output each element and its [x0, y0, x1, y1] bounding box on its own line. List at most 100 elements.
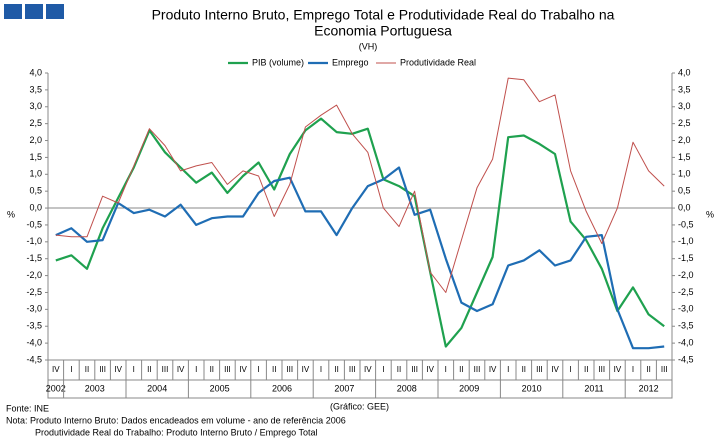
credit: (Gráfico: GEE): [330, 401, 389, 411]
year-label: 2009: [459, 383, 479, 393]
x-tick-label: III: [598, 365, 605, 374]
x-tick-label: I: [195, 365, 197, 374]
y2-tick-label: 1,5: [678, 152, 691, 162]
x-tick-label: I: [70, 365, 72, 374]
x-tick-label: IV: [114, 365, 122, 374]
y2-tick-label: -4,0: [678, 337, 694, 347]
x-tick-label: II: [147, 365, 151, 374]
note: Nota: Produto Interno Bruto: Dados encad…: [6, 415, 346, 425]
y2-tick-label: 3,0: [678, 101, 691, 111]
x-tick-label: II: [85, 365, 89, 374]
y2-tick-label: 4,0: [678, 67, 691, 77]
y-tick-label: -1,5: [26, 253, 42, 263]
x-tick-label: IV: [239, 365, 247, 374]
y2-tick-label: -1,5: [678, 253, 694, 263]
y2-tick-label: -2,0: [678, 270, 694, 280]
y2-tick-label: 2,0: [678, 135, 691, 145]
x-tick-label: I: [382, 365, 384, 374]
x-tick-label: III: [536, 365, 543, 374]
note: Produtividade Real do Trabalho: Produto …: [35, 427, 318, 437]
x-tick-label: I: [569, 365, 571, 374]
x-tick-label: III: [349, 365, 356, 374]
x-tick-label: III: [286, 365, 293, 374]
y-tick-label: 4,0: [29, 67, 42, 77]
legend-label: PIB (volume): [252, 57, 304, 67]
x-tick-label: I: [507, 365, 509, 374]
x-tick-label: III: [162, 365, 169, 374]
y-tick-label: 3,0: [29, 101, 42, 111]
y-tick-label: -4,0: [26, 337, 42, 347]
y-tick-label: -2,5: [26, 287, 42, 297]
y-tick-label: 2,0: [29, 135, 42, 145]
y2-tick-label: -2,5: [678, 287, 694, 297]
year-label: 2011: [584, 383, 603, 393]
x-tick-label: I: [445, 365, 447, 374]
y2-tick-label: 0,5: [678, 186, 691, 196]
logo-block: [46, 4, 64, 19]
legend-label: Emprego: [332, 57, 369, 67]
legend-label: Produtividade Real: [400, 57, 476, 67]
y2-tick-label: 2,5: [678, 118, 691, 128]
y2-axis-label: %: [706, 209, 714, 219]
x-tick-label: II: [459, 365, 463, 374]
y-tick-label: -3,0: [26, 304, 42, 314]
y-tick-label: 0,5: [29, 186, 42, 196]
x-tick-label: III: [224, 365, 231, 374]
x-tick-label: IV: [52, 365, 60, 374]
year-label: 2005: [210, 383, 230, 393]
y2-tick-label: 0,0: [678, 202, 691, 212]
x-tick-label: III: [411, 365, 418, 374]
y-tick-label: 3,5: [29, 84, 42, 94]
y2-tick-label: -1,0: [678, 236, 694, 246]
x-tick-label: I: [133, 365, 135, 374]
y-tick-label: -2,0: [26, 270, 42, 280]
x-tick-label: II: [210, 365, 214, 374]
y-tick-label: -4,5: [26, 354, 42, 364]
x-tick-label: IV: [302, 365, 310, 374]
y-tick-label: -3,5: [26, 321, 42, 331]
logo-block: [4, 4, 22, 19]
y2-tick-label: -4,5: [678, 354, 694, 364]
y2-tick-label: 3,5: [678, 84, 691, 94]
x-tick-label: III: [99, 365, 106, 374]
year-label: 2008: [397, 383, 417, 393]
chart-title: Produto Interno Bruto, Emprego Total e P…: [152, 7, 615, 23]
x-tick-label: II: [334, 365, 338, 374]
x-tick-label: II: [646, 365, 650, 374]
year-label: 2002: [46, 383, 66, 393]
x-tick-label: III: [661, 365, 668, 374]
x-tick-label: IV: [426, 365, 434, 374]
y-tick-label: 1,5: [29, 152, 42, 162]
x-tick-label: IV: [364, 365, 372, 374]
chart-title: Economia Portuguesa: [314, 23, 452, 39]
year-label: 2010: [522, 383, 542, 393]
chart-subtitle: (VH): [359, 41, 378, 51]
line-series: [55, 117, 665, 348]
y-tick-label: 0,0: [29, 202, 42, 212]
line-series: [55, 166, 665, 350]
x-tick-label: I: [257, 365, 259, 374]
year-label: 2004: [147, 383, 167, 393]
y2-tick-label: 1,0: [678, 169, 691, 179]
x-tick-label: II: [272, 365, 276, 374]
year-label: 2007: [334, 383, 354, 393]
x-tick-label: II: [522, 365, 526, 374]
year-label: 2012: [639, 383, 659, 393]
x-tick-label: II: [584, 365, 588, 374]
y2-tick-label: -3,0: [678, 304, 694, 314]
x-tick-label: II: [397, 365, 401, 374]
source: Fonte: INE: [6, 403, 49, 413]
year-label: 2006: [272, 383, 292, 393]
line-series: [55, 77, 665, 293]
y-tick-label: 1,0: [29, 169, 42, 179]
x-tick-label: IV: [177, 365, 185, 374]
y-tick-label: -0,5: [26, 219, 42, 229]
x-tick-label: I: [320, 365, 322, 374]
x-tick-label: I: [632, 365, 634, 374]
logo-block: [25, 4, 43, 19]
x-tick-label: IV: [614, 365, 622, 374]
y2-tick-label: -3,5: [678, 321, 694, 331]
y-axis-label: %: [7, 209, 15, 219]
x-tick-label: IV: [551, 365, 559, 374]
